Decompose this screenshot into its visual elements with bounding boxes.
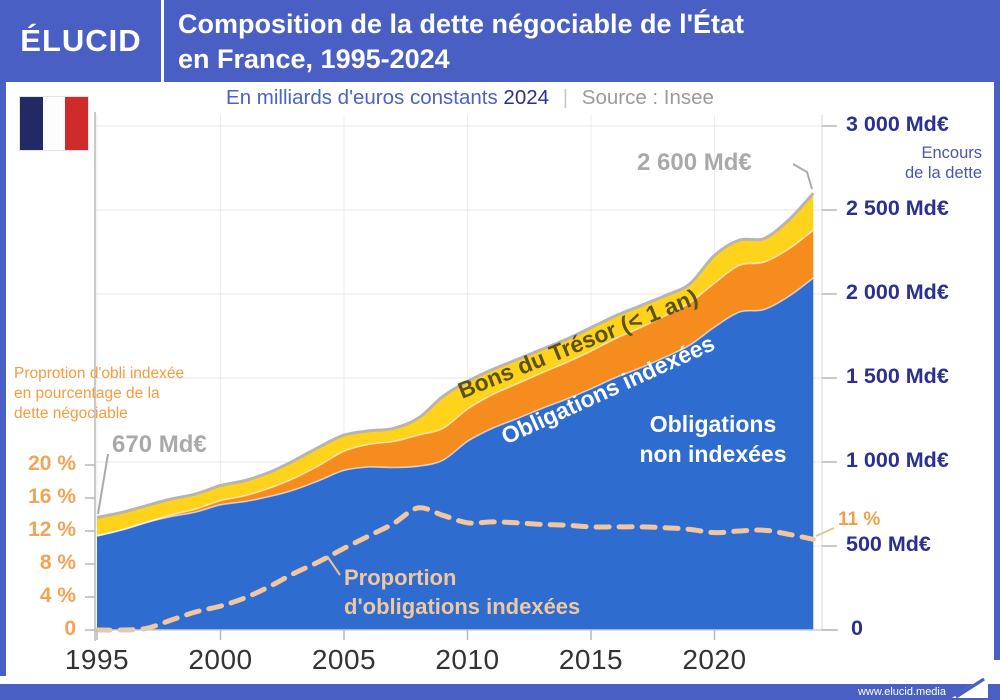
flag-red-stripe: [65, 97, 89, 150]
right-axis-label-2000: 2 000 Md€: [846, 280, 949, 304]
french-flag: [20, 97, 89, 150]
proportion-dashed-line: [94, 505, 816, 633]
left-note-line-2: en pourcentage de la: [14, 385, 160, 402]
title-line-2: en France, 1995-2024: [178, 44, 450, 74]
annotation-1995-total: 670 Md€: [112, 431, 207, 458]
proportion-line-label: Proportion d'obligations indexées: [344, 563, 580, 621]
left-axis-label-20: 20 %: [28, 452, 76, 475]
leader-proportion: [326, 555, 341, 576]
right-axis-label-0: 0: [851, 616, 863, 640]
right-axis-label-1000: 1 000 Md€: [846, 448, 949, 472]
subtitle-source: Source : Insee: [581, 86, 714, 109]
page-title: Composition de la dette négociable de l'…: [178, 7, 744, 77]
series-label-non-indexees-line-2: non indexées: [639, 441, 787, 467]
left-note-line-1: Proprotion d'obli indexée: [14, 365, 185, 382]
right-axis-title: Encours de la dette: [828, 144, 982, 183]
left-axis-label-4: 4 %: [39, 584, 76, 607]
subtitle: En milliards d'euros constants 2024 | So…: [0, 86, 940, 110]
proportion-label-line-2: d'obligations indexées: [344, 594, 581, 619]
total-debt-line: [96, 192, 815, 519]
footer-url: www.elucid.media: [857, 686, 946, 698]
leader-2600: [792, 163, 813, 190]
right-border-stripe: [994, 82, 1000, 660]
left-axis-label-8: 8 %: [39, 551, 76, 574]
leader-11pct: [815, 527, 835, 537]
left-axis-label-16: 16 %: [28, 485, 76, 508]
x-axis-label-2010: 2010: [435, 644, 500, 675]
x-axis-label-2015: 2015: [558, 644, 624, 675]
subtitle-unit: En milliards d'euros constants: [226, 86, 498, 109]
annotation-2024-proportion: 11 %: [838, 509, 881, 530]
flag-blue-stripe: [20, 97, 43, 150]
right-axis-label-1500: 1 500 Md€: [846, 364, 949, 388]
band-separator: [96, 229, 814, 537]
right-axis-title-line-1: Encours: [921, 144, 982, 162]
area-bons-du-tresor: [97, 193, 814, 536]
left-axis-label-0: 0: [64, 617, 76, 640]
elucid-logo: ÉLUCID: [20, 23, 142, 58]
left-note-line-3: dette négociable: [14, 405, 128, 422]
area-obligations-non-indexees: [97, 278, 814, 630]
leader-670: [97, 453, 109, 515]
band-separator: [96, 277, 814, 537]
subtitle-separator: |: [562, 86, 569, 109]
header-banner: ÉLUCID Composition de la dette négociabl…: [0, 0, 1000, 82]
header-divider: [161, 0, 164, 82]
right-axis-label-3000: 3 000 Md€: [846, 112, 949, 136]
elucid-arrow-icon: [952, 674, 988, 698]
x-axis-label-2000: 2000: [188, 644, 253, 675]
title-line-1: Composition de la dette négociable de l'…: [178, 9, 744, 39]
left-axis-note: Proprotion d'obli indexée en pourcentage…: [14, 364, 184, 424]
subtitle-year: 2024: [503, 86, 550, 109]
x-axis-label-1995: 1995: [64, 644, 130, 675]
flag-white-stripe: [42, 97, 66, 150]
left-border-stripe: [0, 82, 6, 676]
left-axis-label-12: 12 %: [28, 518, 76, 541]
x-axis-label-2020: 2020: [682, 644, 747, 675]
series-label-obligations-non-indexees: Obligations non indexées: [613, 409, 813, 469]
annotation-2024-total: 2 600 Md€: [637, 149, 752, 176]
right-axis-label-500: 500 Md€: [846, 532, 931, 556]
x-axis-label-2005: 2005: [311, 644, 377, 675]
proportion-label-line-1: Proportion: [344, 565, 457, 590]
right-axis-title-line-2: de la dette: [904, 163, 982, 182]
footer-bar: [0, 684, 1000, 700]
series-label-non-indexees-line-1: Obligations: [649, 411, 777, 437]
right-axis-label-2500: 2 500 Md€: [846, 196, 949, 220]
